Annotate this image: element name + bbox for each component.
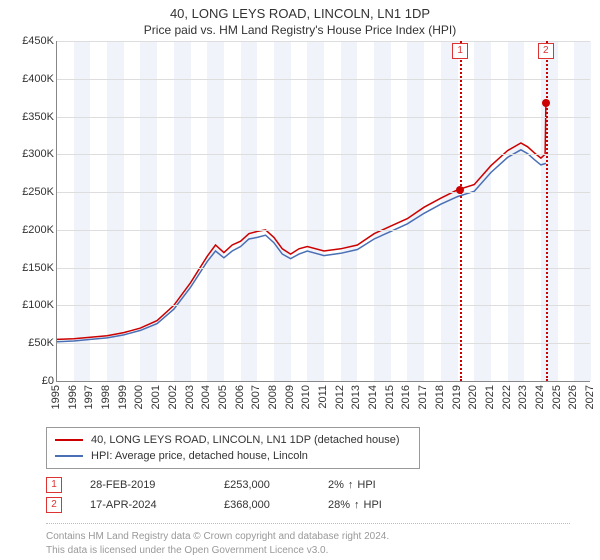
x-tick-label: 2002 <box>167 385 179 409</box>
x-tick-label: 2024 <box>534 385 546 409</box>
x-tick-label: 2023 <box>517 385 529 409</box>
sale-marker-dot <box>456 186 464 194</box>
record-hpi: 28% ↑ HPI <box>328 495 382 515</box>
y-tick-label: £100K <box>22 299 54 311</box>
x-tick-label: 2025 <box>551 385 563 409</box>
record-number: 1 <box>46 477 62 493</box>
gridline <box>57 268 590 269</box>
record-hpi-label: HPI <box>357 475 375 495</box>
sale-marker-line <box>460 41 462 381</box>
gridline <box>57 192 590 193</box>
x-tick-label: 2008 <box>267 385 279 409</box>
legend-box: 40, LONG LEYS ROAD, LINCOLN, LN1 1DP (de… <box>46 427 420 469</box>
gridline <box>57 79 590 80</box>
x-tick-label: 2003 <box>184 385 196 409</box>
series-line-hpi <box>57 150 546 342</box>
record-pct: 2% <box>328 475 344 495</box>
record-date: 17-APR-2024 <box>90 495 200 515</box>
x-tick-label: 2000 <box>133 385 145 409</box>
record-price: £253,000 <box>224 475 304 495</box>
legend-swatch <box>55 439 83 441</box>
gridline <box>57 41 590 42</box>
y-tick-label: £150K <box>22 262 54 274</box>
record-row: 2 17-APR-2024 £368,000 28% ↑ HPI <box>46 495 570 515</box>
x-tick-label: 2001 <box>150 385 162 409</box>
x-tick-label: 1999 <box>117 385 129 409</box>
record-price: £368,000 <box>224 495 304 515</box>
sale-marker-callout: 2 <box>538 43 554 59</box>
arrow-up-icon: ↑ <box>354 495 360 515</box>
x-tick-label: 2013 <box>350 385 362 409</box>
chart-area: £0£50K£100K£150K£200K£250K£300K£350K£400… <box>10 41 590 421</box>
gridline <box>57 154 590 155</box>
legend-label: 40, LONG LEYS ROAD, LINCOLN, LN1 1DP (de… <box>91 432 400 448</box>
x-tick-label: 2007 <box>250 385 262 409</box>
x-tick-label: 2012 <box>334 385 346 409</box>
y-tick-label: £200K <box>22 224 54 236</box>
x-tick-label: 2022 <box>501 385 513 409</box>
footer-line-2: This data is licensed under the Open Gov… <box>46 544 570 558</box>
legend-label: HPI: Average price, detached house, Linc… <box>91 448 308 464</box>
x-tick-label: 1995 <box>50 385 62 409</box>
series-svg <box>57 41 591 381</box>
arrow-up-icon: ↑ <box>348 475 354 495</box>
record-hpi: 2% ↑ HPI <box>328 475 376 495</box>
x-tick-label: 2005 <box>217 385 229 409</box>
y-tick-label: £350K <box>22 111 54 123</box>
x-tick-label: 2004 <box>200 385 212 409</box>
footer-notice: Contains HM Land Registry data © Crown c… <box>46 523 570 558</box>
x-tick-label: 2015 <box>384 385 396 409</box>
x-tick-label: 2011 <box>317 385 329 409</box>
x-tick-label: 2021 <box>484 385 496 409</box>
series-line-property <box>57 103 546 339</box>
x-tick-label: 2026 <box>567 385 579 409</box>
x-tick-label: 1998 <box>100 385 112 409</box>
legend-row: HPI: Average price, detached house, Linc… <box>55 448 411 464</box>
x-tick-label: 2006 <box>234 385 246 409</box>
y-tick-label: £400K <box>22 73 54 85</box>
sale-marker-callout: 1 <box>452 43 468 59</box>
record-date: 28-FEB-2019 <box>90 475 200 495</box>
x-tick-label: 2020 <box>467 385 479 409</box>
gridline <box>57 230 590 231</box>
y-tick-label: £450K <box>22 35 54 47</box>
page-subtitle: Price paid vs. HM Land Registry's House … <box>0 21 600 41</box>
record-number: 2 <box>46 497 62 513</box>
x-tick-label: 2014 <box>367 385 379 409</box>
x-tick-label: 2009 <box>284 385 296 409</box>
y-tick-label: £250K <box>22 186 54 198</box>
x-tick-label: 2027 <box>584 385 596 409</box>
footer-line-1: Contains HM Land Registry data © Crown c… <box>46 530 570 544</box>
plot-area: 12 <box>56 41 590 382</box>
x-tick-label: 1996 <box>67 385 79 409</box>
y-axis: £0£50K£100K£150K£200K£250K£300K£350K£400… <box>10 41 56 381</box>
sale-marker-line <box>546 41 548 381</box>
gridline <box>57 305 590 306</box>
x-tick-label: 2010 <box>300 385 312 409</box>
x-axis: 1995199619971998199920002001200220032004… <box>56 381 590 421</box>
legend-row: 40, LONG LEYS ROAD, LINCOLN, LN1 1DP (de… <box>55 432 411 448</box>
gridline <box>57 343 590 344</box>
page-title: 40, LONG LEYS ROAD, LINCOLN, LN1 1DP <box>0 0 600 21</box>
record-hpi-label: HPI <box>364 495 382 515</box>
sale-records: 1 28-FEB-2019 £253,000 2% ↑ HPI 2 17-APR-2024… <box>46 475 570 515</box>
legend-swatch <box>55 455 83 457</box>
x-tick-label: 2018 <box>434 385 446 409</box>
record-row: 1 28-FEB-2019 £253,000 2% ↑ HPI <box>46 475 570 495</box>
y-tick-label: £300K <box>22 148 54 160</box>
x-tick-label: 2017 <box>417 385 429 409</box>
sale-marker-dot <box>542 99 550 107</box>
record-pct: 28% <box>328 495 350 515</box>
x-tick-label: 2016 <box>400 385 412 409</box>
y-tick-label: £50K <box>28 337 54 349</box>
gridline <box>57 117 590 118</box>
x-tick-label: 1997 <box>83 385 95 409</box>
x-tick-label: 2019 <box>451 385 463 409</box>
